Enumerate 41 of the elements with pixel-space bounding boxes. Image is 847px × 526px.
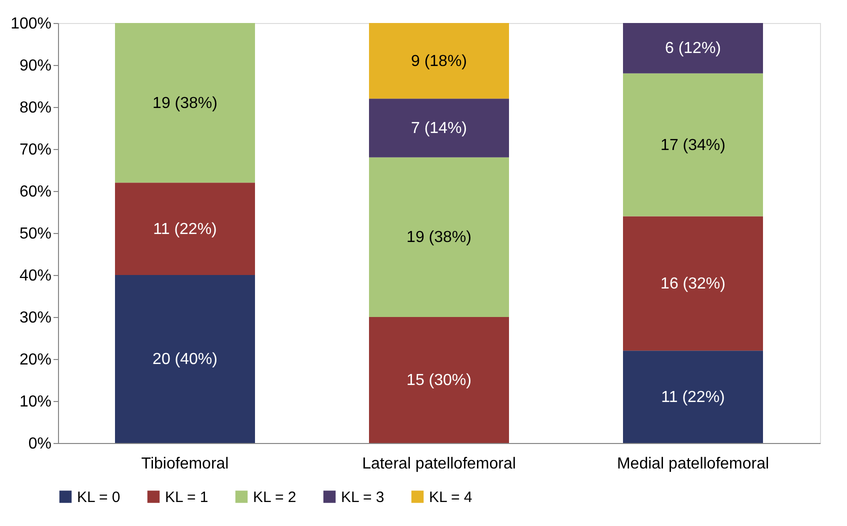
legend-label: KL = 2 [253, 488, 296, 506]
bar [369, 98, 509, 158]
y-tick-label: 50% [19, 226, 52, 242]
bar [623, 73, 763, 216]
bar [369, 317, 509, 443]
y-tick-label: 60% [19, 184, 52, 200]
data-label: 17 (34%) [660, 136, 726, 154]
data-label: 19 (38%) [152, 94, 218, 112]
bar [623, 216, 763, 351]
data-label: 6 (12%) [664, 40, 722, 58]
y-tick-label: 70% [19, 142, 52, 158]
legend-label: KL = 3 [341, 488, 384, 506]
bar [623, 350, 763, 443]
bar [623, 23, 763, 74]
data-label: 11 (22%) [661, 388, 725, 406]
y-tick-label: 40% [19, 268, 52, 284]
y-tick-label: 30% [19, 310, 52, 326]
legend-label: KL = 0 [77, 488, 120, 506]
data-label: 7 (14%) [410, 120, 468, 137]
data-label: 20 (40%) [152, 351, 218, 368]
data-label: 19 (38%) [406, 229, 472, 246]
y-tick-label: 100% [10, 16, 52, 32]
bar [369, 157, 509, 317]
legend-label: KL = 1 [165, 488, 208, 506]
y-tick-label: 90% [19, 58, 52, 74]
y-tick-label: 20% [19, 352, 52, 368]
x-tick-label: Lateral patellofemoral [362, 456, 516, 472]
bar [115, 182, 255, 275]
y-tick-label: 80% [19, 100, 52, 116]
y-tick-label: 0% [28, 436, 52, 452]
data-label: 11 (22%) [153, 220, 217, 238]
legend-label: KL = 4 [429, 488, 472, 506]
data-label: 9 (18%) [410, 52, 468, 70]
data-label: 16 (32%) [660, 275, 726, 292]
bar [369, 23, 509, 99]
data-label: 15 (30%) [406, 372, 472, 389]
x-tick-label: Tibiofemoral [141, 456, 229, 472]
bar [115, 275, 255, 443]
bar [115, 23, 255, 183]
x-tick-label: Medial patellofemoral [616, 456, 770, 472]
y-tick-label: 10% [19, 394, 52, 410]
